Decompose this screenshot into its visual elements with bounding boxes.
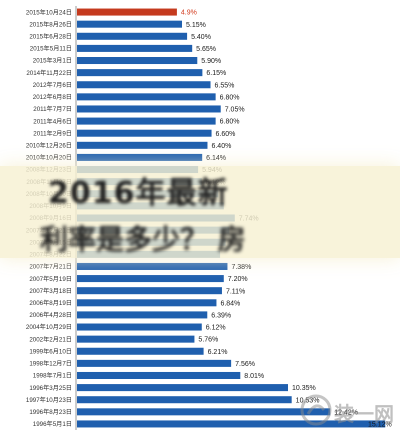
y-tick-label: 2006年8月19日 xyxy=(29,299,72,307)
data-label: 6.80% xyxy=(220,119,240,126)
y-tick-label: 2011年4月6日 xyxy=(33,117,72,125)
data-label: 7.05% xyxy=(225,107,245,114)
data-label: 6.80% xyxy=(220,94,240,101)
y-tick-label: 2011年7月7日 xyxy=(33,105,72,113)
data-label: 5.65% xyxy=(196,46,216,53)
y-tick-label: 1997年10月23日 xyxy=(26,396,72,404)
bar xyxy=(77,323,202,331)
y-tick-label: 2007年3月18日 xyxy=(29,287,72,295)
y-tick-label: 2002年2月21日 xyxy=(29,335,72,343)
data-label: 5.15% xyxy=(186,22,206,29)
bar xyxy=(77,335,195,343)
data-label: 6.21% xyxy=(208,349,228,356)
bar xyxy=(77,347,204,355)
data-label: 4.9% xyxy=(181,10,197,17)
y-tick-label: 2007年5月19日 xyxy=(29,275,72,283)
bar xyxy=(77,371,241,379)
data-label: 6.15% xyxy=(206,70,226,77)
overlay-banner xyxy=(0,166,400,258)
bar xyxy=(77,117,216,125)
data-label: 6.55% xyxy=(215,82,235,89)
data-label: 5.40% xyxy=(191,34,211,41)
data-label: 7.11% xyxy=(226,288,245,295)
y-tick-label: 2014年11月22日 xyxy=(26,69,72,77)
data-label: 6.40% xyxy=(211,143,231,150)
data-label: 10.53% xyxy=(296,397,320,404)
overlay-headline: 2016年最新 xyxy=(48,176,229,211)
data-label: 12.42% xyxy=(334,409,358,416)
bar xyxy=(77,311,208,319)
data-label: 7.20% xyxy=(228,276,248,283)
y-tick-label: 2004年10月29日 xyxy=(26,323,72,331)
bar xyxy=(77,8,177,16)
y-tick-label: 1998年12月7日 xyxy=(29,360,72,368)
bar xyxy=(77,141,208,149)
bar xyxy=(77,287,222,295)
bar xyxy=(77,129,212,137)
y-tick-label: 2006年4月28日 xyxy=(29,311,72,319)
y-tick-label: 2015年5月11日 xyxy=(30,45,72,53)
bar xyxy=(77,81,211,89)
data-label: 7.56% xyxy=(235,361,255,368)
bar xyxy=(77,359,232,367)
bar xyxy=(77,396,292,404)
y-tick-label: 2007年7月21日 xyxy=(29,263,72,271)
y-tick-label: 1996年3月25日 xyxy=(29,384,72,392)
bar xyxy=(77,105,221,113)
data-label: 15.12% xyxy=(368,422,392,429)
y-tick-label: 2012年6月8日 xyxy=(33,93,72,101)
bar xyxy=(77,20,182,28)
y-tick-label: 1996年5月1日 xyxy=(33,420,72,428)
y-tick-label: 2015年10月24日 xyxy=(26,8,72,16)
bar xyxy=(77,420,386,428)
y-tick-label: 2015年3月1日 xyxy=(33,57,72,65)
y-tick-label: 2010年12月26日 xyxy=(26,142,72,150)
data-label: 6.60% xyxy=(216,131,236,138)
bar xyxy=(77,44,193,52)
data-label: 5.76% xyxy=(198,337,218,344)
data-label: 8.01% xyxy=(244,373,264,380)
y-tick-label: 1999年6月10日 xyxy=(29,347,72,355)
y-tick-label: 2012年7月6日 xyxy=(33,81,72,89)
bar xyxy=(77,153,203,161)
y-tick-label: 2010年10月20日 xyxy=(26,154,72,162)
bar xyxy=(77,299,217,307)
y-tick-label: 2015年8月26日 xyxy=(29,20,72,28)
bar xyxy=(77,32,188,40)
data-label: 7.38% xyxy=(231,264,251,271)
bar xyxy=(77,262,228,270)
y-tick-label: 2015年6月28日 xyxy=(29,32,72,40)
overlay-subheadline: 利率是多少？ 房 xyxy=(40,223,246,256)
bar xyxy=(77,69,203,77)
data-label: 6.39% xyxy=(211,313,231,320)
bar xyxy=(77,384,289,392)
bar xyxy=(77,275,224,283)
y-tick-label: 2011年2月9日 xyxy=(33,129,72,137)
data-label: 6.14% xyxy=(206,155,226,162)
bar xyxy=(77,57,198,65)
watermark-text: 装一网 xyxy=(334,402,394,426)
data-label: 6.12% xyxy=(206,325,226,332)
bar xyxy=(77,93,216,101)
watermark-icon xyxy=(300,394,332,426)
watermark-logo: 装一网 xyxy=(298,392,394,428)
y-tick-label: 1996年8月23日 xyxy=(29,408,72,416)
data-label: 5.90% xyxy=(201,58,221,65)
y-tick-label: 1998年7月1日 xyxy=(33,372,72,380)
bar xyxy=(77,408,331,416)
data-label: 10.35% xyxy=(292,385,316,392)
data-label: 6.84% xyxy=(220,300,240,307)
